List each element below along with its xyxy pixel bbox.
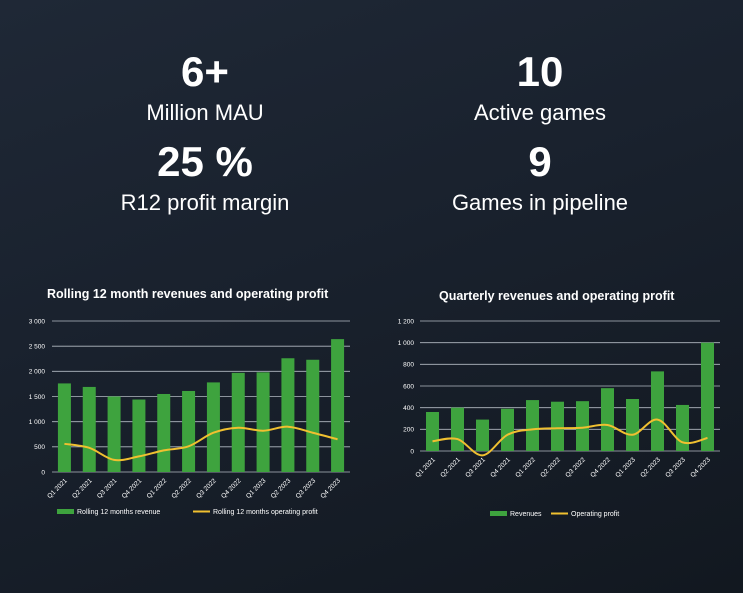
kpi-mau-label: Million MAU	[146, 100, 264, 125]
bar	[676, 404, 689, 451]
kpi-profit-margin: 25 % R12 profit margin	[75, 140, 335, 216]
bar	[206, 382, 220, 472]
series-line	[432, 418, 708, 457]
kpi-profit-margin-label: R12 profit margin	[120, 190, 290, 215]
y-tick-label: 1 500	[29, 394, 46, 401]
bar	[157, 393, 171, 472]
legend-label: Revenues	[510, 511, 542, 518]
y-tick-label: 1 000	[398, 340, 415, 347]
x-tick-label: Q1 2022	[514, 456, 537, 479]
bar	[601, 388, 614, 451]
bar	[107, 396, 121, 472]
bar	[476, 419, 489, 451]
y-tick-label: 2 000	[29, 369, 46, 376]
x-tick-label: Q1 2021	[414, 456, 437, 479]
y-tick-label: 600	[403, 383, 414, 390]
legend-swatch-bar	[57, 509, 74, 514]
bar	[281, 358, 295, 472]
y-tick-label: 0	[410, 448, 414, 455]
x-tick-label: Q3 2022	[564, 456, 587, 479]
x-tick-label: Q4 2021	[121, 477, 144, 500]
x-tick-label: Q4 2021	[489, 456, 512, 479]
bar	[182, 390, 196, 472]
series-line	[64, 425, 338, 462]
bar	[82, 386, 96, 472]
bar	[626, 399, 639, 451]
x-tick-label: Q2 2022	[539, 456, 562, 479]
y-tick-label: 800	[403, 362, 414, 369]
x-tick-label: Q1 2022	[146, 477, 169, 500]
x-tick-label: Q4 2023	[689, 456, 712, 479]
kpi-active-games: 10 Active games	[410, 50, 670, 126]
x-tick-label: Q3 2023	[664, 456, 687, 479]
bar	[306, 359, 320, 472]
kpi-active-games-label: Active games	[473, 100, 607, 125]
x-tick-label: Q4 2023	[319, 477, 342, 500]
y-tick-label: 0	[41, 469, 45, 476]
chart2-title: Quarterly revenues and operating profit	[439, 289, 675, 303]
x-tick-label: Q2 2022	[170, 477, 193, 500]
legend-label: Operating profit	[571, 511, 619, 518]
kpi-active-games-value: 10	[516, 48, 564, 95]
y-tick-label: 200	[403, 427, 414, 434]
bar	[701, 342, 714, 451]
kpi-games-pipeline: 9 Games in pipeline	[410, 140, 670, 216]
y-tick-label: 400	[403, 405, 414, 412]
x-tick-label: Q3 2022	[195, 477, 218, 500]
legend-label: Rolling 12 months revenue	[77, 509, 160, 516]
bar	[256, 372, 270, 472]
x-tick-label: Q2 2021	[71, 477, 94, 500]
bar	[576, 401, 589, 451]
x-tick-label: Q1 2023	[614, 456, 637, 479]
y-tick-label: 3 000	[29, 318, 46, 325]
y-tick-label: 500	[34, 444, 45, 451]
bar	[132, 399, 146, 472]
x-tick-label: Q2 2023	[270, 477, 293, 500]
bar	[57, 383, 71, 472]
y-tick-label: 2 500	[29, 343, 46, 350]
x-tick-label: Q2 2023	[639, 456, 662, 479]
x-tick-label: Q1 2023	[245, 477, 268, 500]
y-tick-label: 1 000	[29, 419, 46, 426]
x-tick-label: Q1 2021	[46, 477, 69, 500]
x-tick-label: Q3 2021	[96, 477, 119, 500]
x-tick-label: Q4 2022	[589, 456, 612, 479]
x-tick-label: Q2 2021	[439, 456, 462, 479]
kpi-games-pipeline-label: Games in pipeline	[451, 190, 629, 215]
kpi-mau-value: 6+	[181, 48, 229, 95]
x-tick-label: Q3 2021	[464, 456, 487, 479]
legend-label: Rolling 12 months operating profit	[213, 509, 318, 516]
x-tick-label: Q4 2022	[220, 477, 243, 500]
kpi-games-pipeline-value: 9	[528, 138, 552, 185]
bar	[426, 412, 439, 451]
x-tick-label: Q3 2023	[295, 477, 318, 500]
legend-swatch-bar	[490, 511, 507, 516]
y-tick-label: 1 200	[398, 318, 415, 325]
kpi-mau: 6+ Million MAU	[75, 50, 335, 126]
bar	[501, 408, 514, 451]
bar	[551, 401, 564, 451]
bar	[651, 371, 664, 451]
kpi-profit-margin-value: 25 %	[157, 138, 253, 185]
chart1-title: Rolling 12 month revenues and operating …	[47, 287, 329, 301]
bar	[331, 339, 345, 472]
bar	[451, 407, 464, 451]
bar	[231, 372, 245, 472]
bar	[526, 400, 539, 451]
